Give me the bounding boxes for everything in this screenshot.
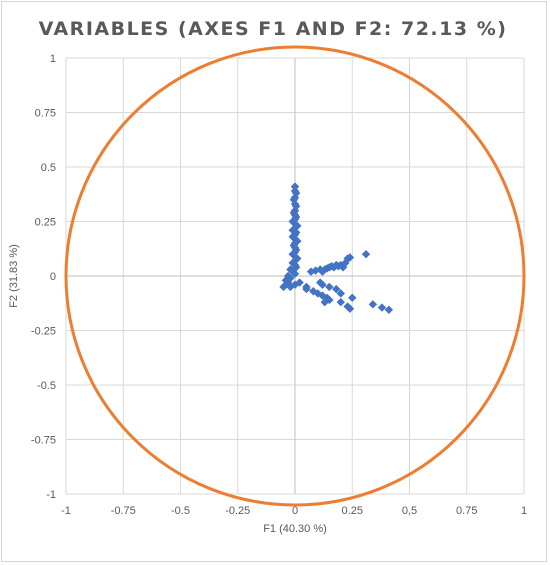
y-tick-label: -0.5 [37, 380, 56, 392]
data-point [288, 217, 297, 226]
y-tick-label: 0.5 [41, 162, 56, 174]
x-axis-label: F1 (40.30 %) [263, 523, 327, 535]
data-point [348, 293, 357, 302]
data-point [279, 282, 288, 292]
data-point [345, 304, 355, 313]
data-point [361, 250, 371, 259]
x-tick-label: -0.5 [171, 505, 190, 517]
data-point [325, 282, 334, 292]
y-tick-labels: 1 0.75 0.5 0.25 0 -0.25 -0.5 -0.75 -1 [31, 53, 56, 501]
x-tick-labels: -1 -0.75 -0.5 -0.25 0 0.25 0,5 0.75 1 [61, 505, 527, 517]
data-point [336, 289, 345, 298]
y-tick-label: 0.25 [35, 217, 56, 229]
x-tick-label: 0 [292, 505, 298, 517]
x-tick-label: -0.25 [225, 505, 250, 517]
y-tick-label: 0.75 [35, 108, 56, 120]
y-tick-label: 0 [50, 271, 56, 283]
y-tick-label: 1 [50, 53, 56, 65]
data-point [345, 253, 355, 262]
y-tick-label: -1 [46, 489, 56, 501]
data-point [332, 284, 341, 294]
chart-title: VARIABLES (AXES F1 AND F2: 72.13 %) [38, 18, 508, 40]
y-axis-label: F2 (31.83 %) [8, 244, 20, 308]
x-tick-label: -0.75 [111, 505, 136, 517]
x-tick-label: 0.75 [456, 505, 477, 517]
data-point [377, 303, 387, 312]
x-tick-label: 0.25 [342, 505, 363, 517]
data-point [302, 284, 311, 294]
x-tick-label: -1 [61, 505, 71, 517]
y-tick-label: -0.75 [31, 435, 56, 447]
data-point [320, 297, 329, 307]
data-point [315, 278, 325, 287]
data-point [288, 226, 297, 235]
data-point [295, 278, 304, 287]
data-point [290, 234, 300, 244]
data-point [336, 297, 345, 307]
x-tick-label: 1 [521, 505, 527, 517]
x-tick-label: 0,5 [402, 505, 417, 517]
correlation-circle [64, 45, 526, 507]
y-tick-label: -0.25 [31, 326, 56, 338]
data-point [384, 305, 394, 314]
data-point [368, 300, 378, 309]
data-point [290, 269, 300, 279]
data-points [279, 182, 394, 314]
data-point [290, 182, 300, 191]
